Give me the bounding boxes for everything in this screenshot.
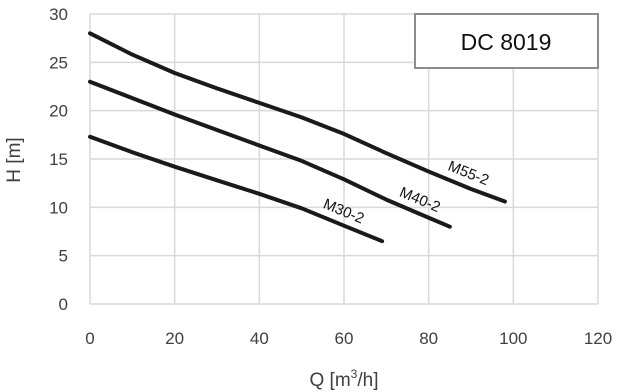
x-tick-label: 100 xyxy=(499,329,527,348)
model-box: DC 8019 xyxy=(414,13,599,69)
y-tick-label: 30 xyxy=(49,5,68,24)
y-tick-label: 5 xyxy=(59,247,68,266)
x-axis-title: Q [m3/h] xyxy=(310,367,379,391)
curve-label-M55-2: M55-2 xyxy=(446,158,492,189)
y-axis-ticks: 0 5 10 15 20 25 30 xyxy=(49,5,68,314)
x-tick-label: 0 xyxy=(85,329,94,348)
model-box-label: DC 8019 xyxy=(461,29,552,55)
y-tick-label: 20 xyxy=(49,102,68,121)
y-tick-label: 25 xyxy=(49,53,68,72)
y-tick-label: 0 xyxy=(59,295,68,314)
curve-label-M40-2: M40-2 xyxy=(397,184,443,216)
curve-M40-2 xyxy=(88,79,452,229)
curve-M30-2 xyxy=(88,134,385,244)
x-axis-title-sup: 3 xyxy=(351,367,358,381)
x-tick-label: 60 xyxy=(335,329,354,348)
y-tick-label: 15 xyxy=(49,150,68,169)
x-tick-label: 80 xyxy=(419,329,438,348)
y-tick-label: 10 xyxy=(49,198,68,217)
x-tick-label: 120 xyxy=(584,329,612,348)
curves xyxy=(88,31,507,244)
y-axis-title: H [m] xyxy=(4,137,25,182)
x-tick-label: 20 xyxy=(165,329,184,348)
x-axis-title-end: /h] xyxy=(357,370,378,391)
model-box-frame xyxy=(414,13,599,69)
x-tick-label: 40 xyxy=(250,329,269,348)
x-axis-ticks: 0 20 40 60 80 100 120 xyxy=(85,329,612,348)
x-axis-title-main: Q [m xyxy=(310,370,351,391)
curve-M55-2 xyxy=(88,31,507,204)
